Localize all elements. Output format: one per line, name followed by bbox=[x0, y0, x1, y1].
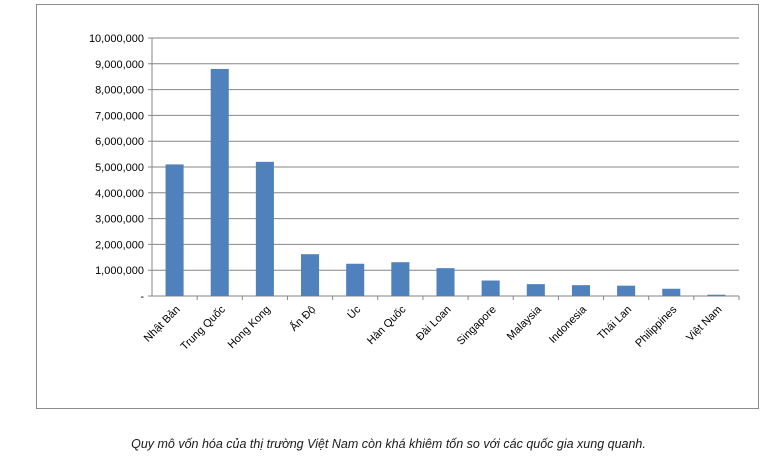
y-tick-label: 8,000,000 bbox=[95, 85, 144, 97]
chart-area bbox=[36, 4, 759, 409]
y-tick-label: 1,000,000 bbox=[95, 265, 144, 277]
y-tick-label: 10,000,000 bbox=[89, 33, 144, 45]
x-category-label: Thái Lan bbox=[595, 304, 634, 343]
y-tick-label: 9,000,000 bbox=[95, 59, 144, 71]
y-tick-label: 2,000,000 bbox=[95, 239, 144, 251]
bar bbox=[617, 285, 636, 296]
y-tick-label: 3,000,000 bbox=[95, 214, 144, 226]
x-category-label: Philippines bbox=[633, 303, 679, 349]
x-category-label: Úc bbox=[345, 303, 364, 322]
x-category-label: Ấn Độ bbox=[287, 303, 318, 334]
y-axis-ticks: - 1,000,000 2,000,000 3,000,000 4,000,000 5,0… bbox=[89, 33, 144, 303]
x-category-label: Nhật Bản bbox=[142, 304, 183, 345]
bar bbox=[346, 263, 365, 296]
figure-caption: Quy mô vốn hóa của thị trường Việt Nam c… bbox=[131, 437, 646, 451]
bar bbox=[301, 254, 320, 296]
bar bbox=[255, 161, 274, 296]
y-tick-label: - bbox=[140, 291, 144, 303]
bar bbox=[165, 164, 184, 296]
bar bbox=[210, 68, 229, 297]
y-tick-label: 7,000,000 bbox=[95, 110, 144, 122]
bar bbox=[481, 280, 500, 296]
x-category-label: Hong Kong bbox=[226, 304, 273, 351]
x-category-label: Trung Quốc bbox=[179, 303, 229, 353]
bar bbox=[391, 262, 410, 296]
y-tick-label: 4,000,000 bbox=[95, 188, 144, 200]
bar bbox=[662, 288, 681, 296]
x-category-label: Indonesia bbox=[547, 303, 590, 346]
x-category-label: Việt Nam bbox=[684, 304, 724, 344]
bar bbox=[436, 268, 455, 296]
bar bbox=[707, 294, 726, 296]
x-category-label: Hàn Quốc bbox=[365, 303, 409, 347]
x-category-label: Malaysia bbox=[505, 303, 545, 343]
bars bbox=[165, 68, 726, 297]
y-tick-label: 6,000,000 bbox=[95, 136, 144, 148]
bar-chart: - 1,000,000 2,000,000 3,000,000 4,000,000 5,0… bbox=[89, 33, 740, 353]
x-category-label: Singapore bbox=[455, 304, 499, 348]
bar bbox=[571, 285, 590, 296]
y-tick-label: 5,000,000 bbox=[95, 162, 144, 174]
x-category-label: Đài Loan bbox=[414, 304, 454, 344]
bar bbox=[526, 284, 545, 296]
gridlines bbox=[148, 37, 740, 300]
